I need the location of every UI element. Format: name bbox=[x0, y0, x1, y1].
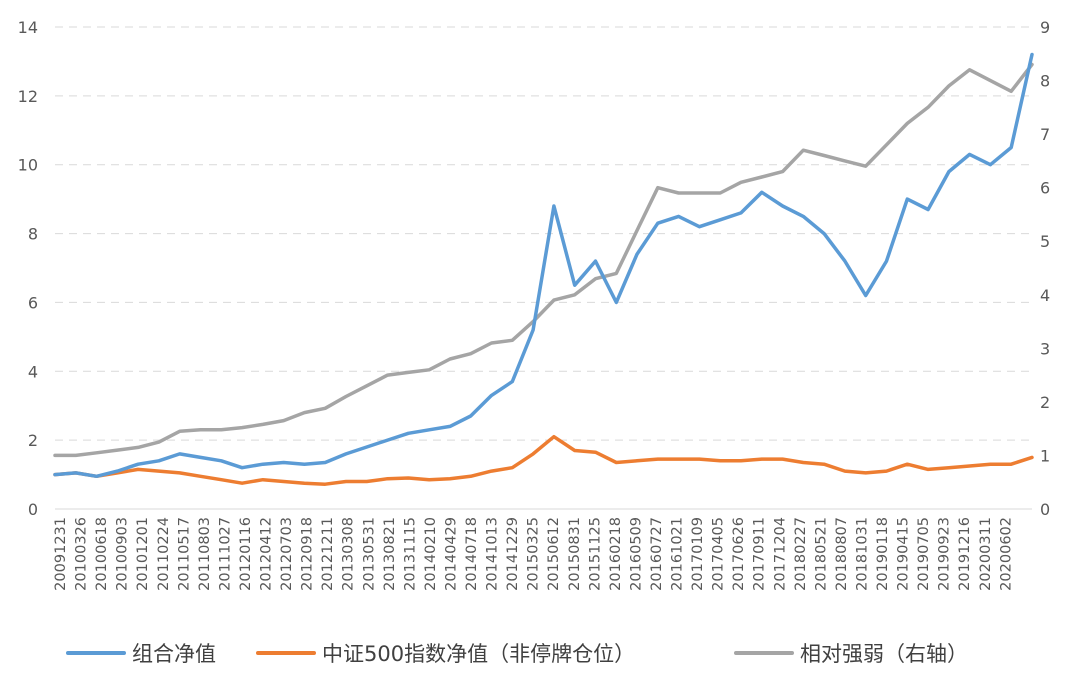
x-tick-label: 20111027 bbox=[217, 517, 233, 591]
x-tick-label: 20170109 bbox=[690, 517, 706, 591]
y-left-tick-label: 2 bbox=[28, 431, 38, 450]
x-tick-label: 20151125 bbox=[587, 517, 603, 591]
x-tick-label: 20200602 bbox=[998, 517, 1014, 591]
legend-entry-2: 中证500指数净值（非停牌仓位） bbox=[256, 642, 635, 666]
x-tick-label: 20120412 bbox=[259, 517, 275, 591]
series-line-2 bbox=[53, 434, 1034, 486]
x-tick-label: 20100618 bbox=[94, 517, 110, 591]
x-tick-label: 20100326 bbox=[74, 517, 90, 591]
x-tick-label: 20160509 bbox=[628, 517, 644, 591]
x-tick-label: 20120116 bbox=[238, 517, 254, 591]
series-line-3 bbox=[53, 62, 1034, 458]
y-left-tick-label: 14 bbox=[18, 18, 38, 37]
y-left-tick-label: 8 bbox=[28, 225, 38, 244]
x-tick-label: 20130531 bbox=[361, 517, 377, 591]
series-line-1 bbox=[53, 52, 1034, 479]
x-tick-label: 20110224 bbox=[156, 517, 172, 591]
x-tick-label: 20120918 bbox=[300, 517, 316, 591]
y-left-tick-label: 10 bbox=[18, 156, 38, 175]
x-tick-label: 20150612 bbox=[546, 517, 562, 591]
x-tick-label: 20180227 bbox=[793, 517, 809, 591]
x-tick-label: 20120703 bbox=[279, 517, 295, 591]
legend-entry-3: 相对强弱（右轴） bbox=[734, 642, 968, 666]
y-left-tick-label: 4 bbox=[28, 362, 38, 381]
x-tick-label: 20150831 bbox=[567, 517, 583, 591]
x-tick-label: 20131115 bbox=[402, 517, 418, 591]
legend: 组合净值 中证500指数净值（非停牌仓位） 相对强弱（右轴） bbox=[66, 642, 968, 666]
y-right-tick-label: 9 bbox=[1040, 18, 1050, 37]
x-tick-label: 20181031 bbox=[854, 517, 870, 591]
x-tick-label: 20160727 bbox=[649, 517, 665, 591]
legend-label-3: 相对强弱（右轴） bbox=[800, 642, 968, 666]
x-tick-label: 20140718 bbox=[464, 517, 480, 591]
x-tick-label: 20170626 bbox=[731, 517, 747, 591]
x-tick-label: 20140429 bbox=[443, 517, 459, 591]
y-right-tick-label: 5 bbox=[1040, 232, 1050, 251]
left-y-axis-ticks: 0 2 4 6 8 10 12 14 bbox=[18, 18, 38, 519]
y-right-tick-label: 7 bbox=[1040, 125, 1050, 144]
y-left-tick-label: 6 bbox=[28, 293, 38, 312]
x-tick-label: 20121211 bbox=[320, 517, 336, 591]
x-tick-label: 20130308 bbox=[341, 517, 357, 591]
x-tick-label: 20170405 bbox=[711, 517, 727, 591]
x-tick-label: 20200311 bbox=[978, 517, 994, 591]
x-tick-label: 20170911 bbox=[752, 517, 768, 591]
right-y-axis-ticks: 0 1 2 3 4 5 6 7 8 9 bbox=[1040, 18, 1050, 519]
x-tick-label: 20180521 bbox=[813, 517, 829, 591]
y-right-tick-label: 2 bbox=[1040, 393, 1050, 412]
gridlines bbox=[55, 26, 1032, 441]
y-right-tick-label: 4 bbox=[1040, 286, 1050, 305]
x-tick-label: 20150325 bbox=[526, 517, 542, 591]
y-left-tick-label: 0 bbox=[28, 500, 38, 519]
y-right-tick-label: 8 bbox=[1040, 72, 1050, 91]
x-tick-label: 20160218 bbox=[608, 517, 624, 591]
x-tick-label: 20110517 bbox=[176, 517, 192, 591]
x-tick-label: 20091231 bbox=[53, 517, 69, 591]
y-right-tick-label: 1 bbox=[1040, 446, 1050, 465]
series-lines bbox=[53, 52, 1034, 486]
x-tick-label: 20101201 bbox=[135, 517, 151, 591]
y-right-tick-label: 3 bbox=[1040, 339, 1050, 358]
x-axis-ticks: 20091231 20100326 20100618 20100903 20101201… bbox=[53, 517, 1014, 591]
x-tick-label: 20190923 bbox=[937, 517, 953, 591]
x-tick-label: 20161021 bbox=[670, 517, 686, 591]
x-tick-label: 20190415 bbox=[896, 517, 912, 591]
y-left-tick-label: 12 bbox=[18, 87, 38, 106]
x-tick-label: 20141229 bbox=[505, 517, 521, 591]
x-tick-label: 20141013 bbox=[485, 517, 501, 591]
x-tick-label: 20110803 bbox=[197, 517, 213, 591]
y-right-tick-label: 6 bbox=[1040, 179, 1050, 198]
legend-label-2: 中证500指数净值（非停牌仓位） bbox=[322, 642, 635, 666]
x-tick-label: 20140210 bbox=[423, 517, 439, 591]
x-tick-label: 20191216 bbox=[957, 517, 973, 591]
x-tick-label: 20171204 bbox=[772, 517, 788, 591]
x-tick-label: 20180807 bbox=[834, 517, 850, 591]
x-tick-label: 20190118 bbox=[875, 517, 891, 591]
x-tick-label: 20100903 bbox=[115, 517, 131, 591]
legend-label-1: 组合净值 bbox=[132, 642, 216, 666]
legend-entry-1: 组合净值 bbox=[66, 642, 216, 666]
x-tick-label: 20190705 bbox=[916, 517, 932, 591]
y-right-tick-label: 0 bbox=[1040, 500, 1050, 519]
x-tick-label: 20130821 bbox=[382, 517, 398, 591]
